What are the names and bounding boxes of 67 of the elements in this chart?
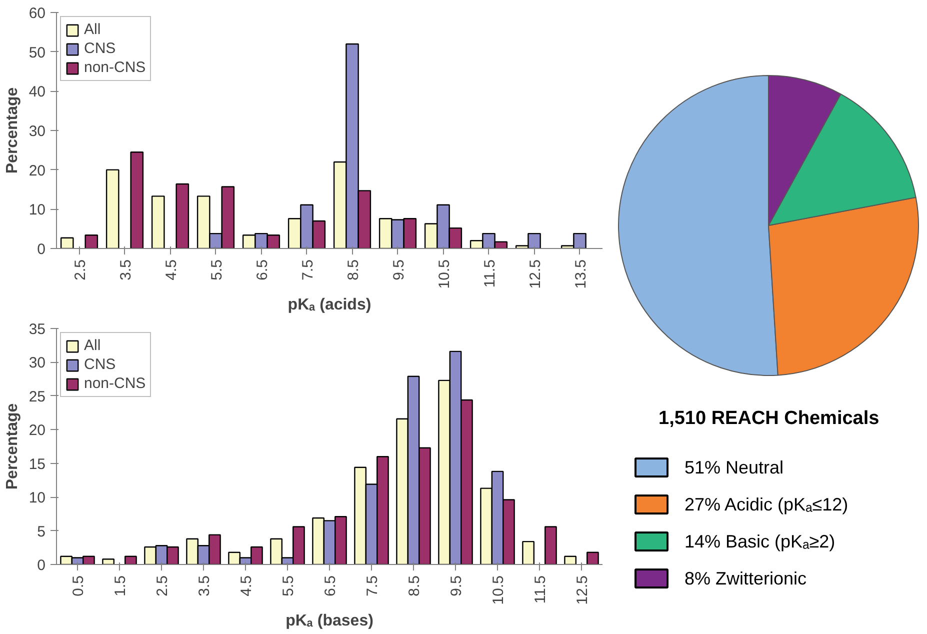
bar (544, 526, 557, 564)
x-axis-title: pKₐ (bases) (286, 612, 374, 630)
y-tick-label: 40 (28, 84, 46, 101)
legend-label: 27% Acidic (pKₐ≤12) (684, 494, 848, 514)
x-tick-label: 12.5 (574, 575, 591, 605)
x-tick-label: 7.5 (299, 259, 316, 280)
x-tick-label: 4.5 (162, 259, 180, 280)
y-tick-label: 25 (28, 388, 46, 406)
x-tick-label: 1.5 (112, 575, 129, 596)
legend-label: All (84, 21, 102, 38)
bar (176, 183, 190, 248)
legend-label: 51% Neutral (684, 458, 784, 478)
legend-label: non-CNS (84, 59, 146, 76)
x-tick-label: 12.5 (526, 259, 544, 289)
legend-label: All (84, 337, 102, 354)
x-tick-label: 9.5 (448, 575, 465, 596)
legend-label: 8% Zwitterionic (684, 568, 807, 588)
x-tick-label: 3.5 (117, 259, 134, 280)
y-tick-label: 50 (28, 44, 46, 62)
y-tick-label: 30 (28, 354, 46, 372)
bar (124, 556, 137, 564)
y-tick-label: 10 (28, 202, 46, 219)
x-tick-label: 5.5 (280, 575, 297, 596)
x-tick-label: 6.5 (322, 575, 339, 596)
bar (84, 234, 98, 248)
x-tick-label: 10.5 (436, 259, 453, 289)
y-tick-label: 0 (37, 241, 46, 258)
y-tick-label: 0 (37, 557, 46, 574)
x-tick-label: 8.5 (344, 259, 362, 280)
x-tick-label: 9.5 (390, 259, 408, 280)
x-tick-label: 5.5 (208, 259, 226, 280)
legend-label: CNS (84, 40, 116, 57)
x-tick-label: 8.5 (406, 575, 423, 596)
bar (151, 196, 165, 248)
x-axis-title: pKₐ (acids) (288, 296, 372, 314)
y-tick-label: 60 (28, 5, 46, 22)
x-tick-label: 6.5 (254, 259, 271, 280)
bar (564, 556, 576, 564)
bar (102, 558, 114, 564)
x-tick-label: 4.5 (238, 575, 255, 596)
bar (106, 169, 120, 248)
x-tick-label: 10.5 (490, 575, 507, 605)
x-tick-label: 13.5 (572, 259, 590, 289)
y-tick-label: 15 (28, 456, 46, 473)
bar (522, 540, 534, 564)
legend-label: CNS (84, 356, 116, 373)
x-tick-label: 2.5 (154, 575, 171, 596)
x-tick-label: 11.5 (532, 575, 549, 604)
bar (130, 152, 144, 248)
y-tick-label: 5 (37, 523, 46, 540)
y-axis-title: Percentage (4, 87, 21, 174)
text: 1,510 REACH Chemicals (658, 408, 880, 429)
x-tick-label: 0.5 (70, 575, 87, 596)
legend-label: non-CNS (84, 375, 146, 392)
x-tick-label: 2.5 (72, 259, 89, 280)
x-tick-label: 11.5 (481, 259, 498, 288)
y-axis-title: Percentage (4, 403, 21, 490)
legend-label: 14% Basic (pKₐ≥2) (684, 532, 836, 552)
bar (586, 552, 599, 564)
x-tick-label: 7.5 (364, 575, 381, 596)
y-tick-label: 10 (28, 490, 46, 507)
bar (60, 237, 74, 248)
y-tick-label: 20 (28, 422, 46, 440)
y-tick-label: 35 (28, 321, 46, 338)
y-tick-label: 20 (28, 162, 46, 180)
y-tick-label: 30 (28, 123, 46, 140)
x-tick-label: 3.5 (196, 575, 213, 596)
